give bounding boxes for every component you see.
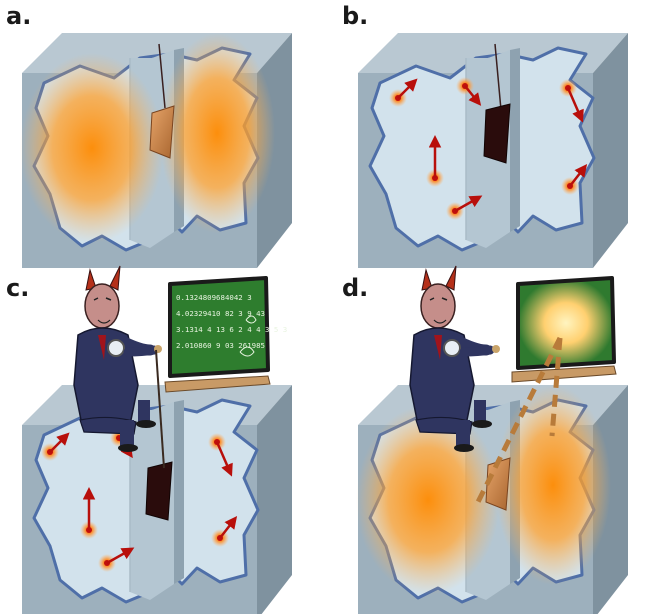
panel-label-c: c.	[6, 274, 29, 302]
panel-d: d.	[342, 265, 630, 614]
blackboard-d	[511, 276, 617, 383]
heat-line-right	[549, 337, 563, 437]
demon-d	[409, 265, 500, 452]
panel-label-b: b.	[342, 2, 368, 30]
demon-c	[73, 265, 165, 469]
panel-a: a.	[6, 2, 294, 270]
panel-label-d: d.	[342, 274, 368, 302]
particles-c	[41, 429, 238, 572]
panel-b: b.	[342, 2, 630, 270]
board-line-2: 4.02329410 82 3 9 43	[176, 309, 265, 318]
board-line-3: 3.1314 4 13 6 2 4 4 3 5 3	[176, 325, 287, 334]
panel-c: c. 0.1324809684042 3	[6, 265, 294, 614]
board-line-4: 2.010860 9 03 261985	[176, 341, 265, 350]
blackboard-c: 0.1324809684042 3 4.02329410 82 3 9 43 3…	[164, 276, 287, 393]
particles-b	[389, 77, 588, 220]
heat-line-left	[473, 336, 563, 508]
panel-label-a: a.	[6, 2, 31, 30]
board-line-1: 0.1324809684042 3	[176, 293, 252, 302]
